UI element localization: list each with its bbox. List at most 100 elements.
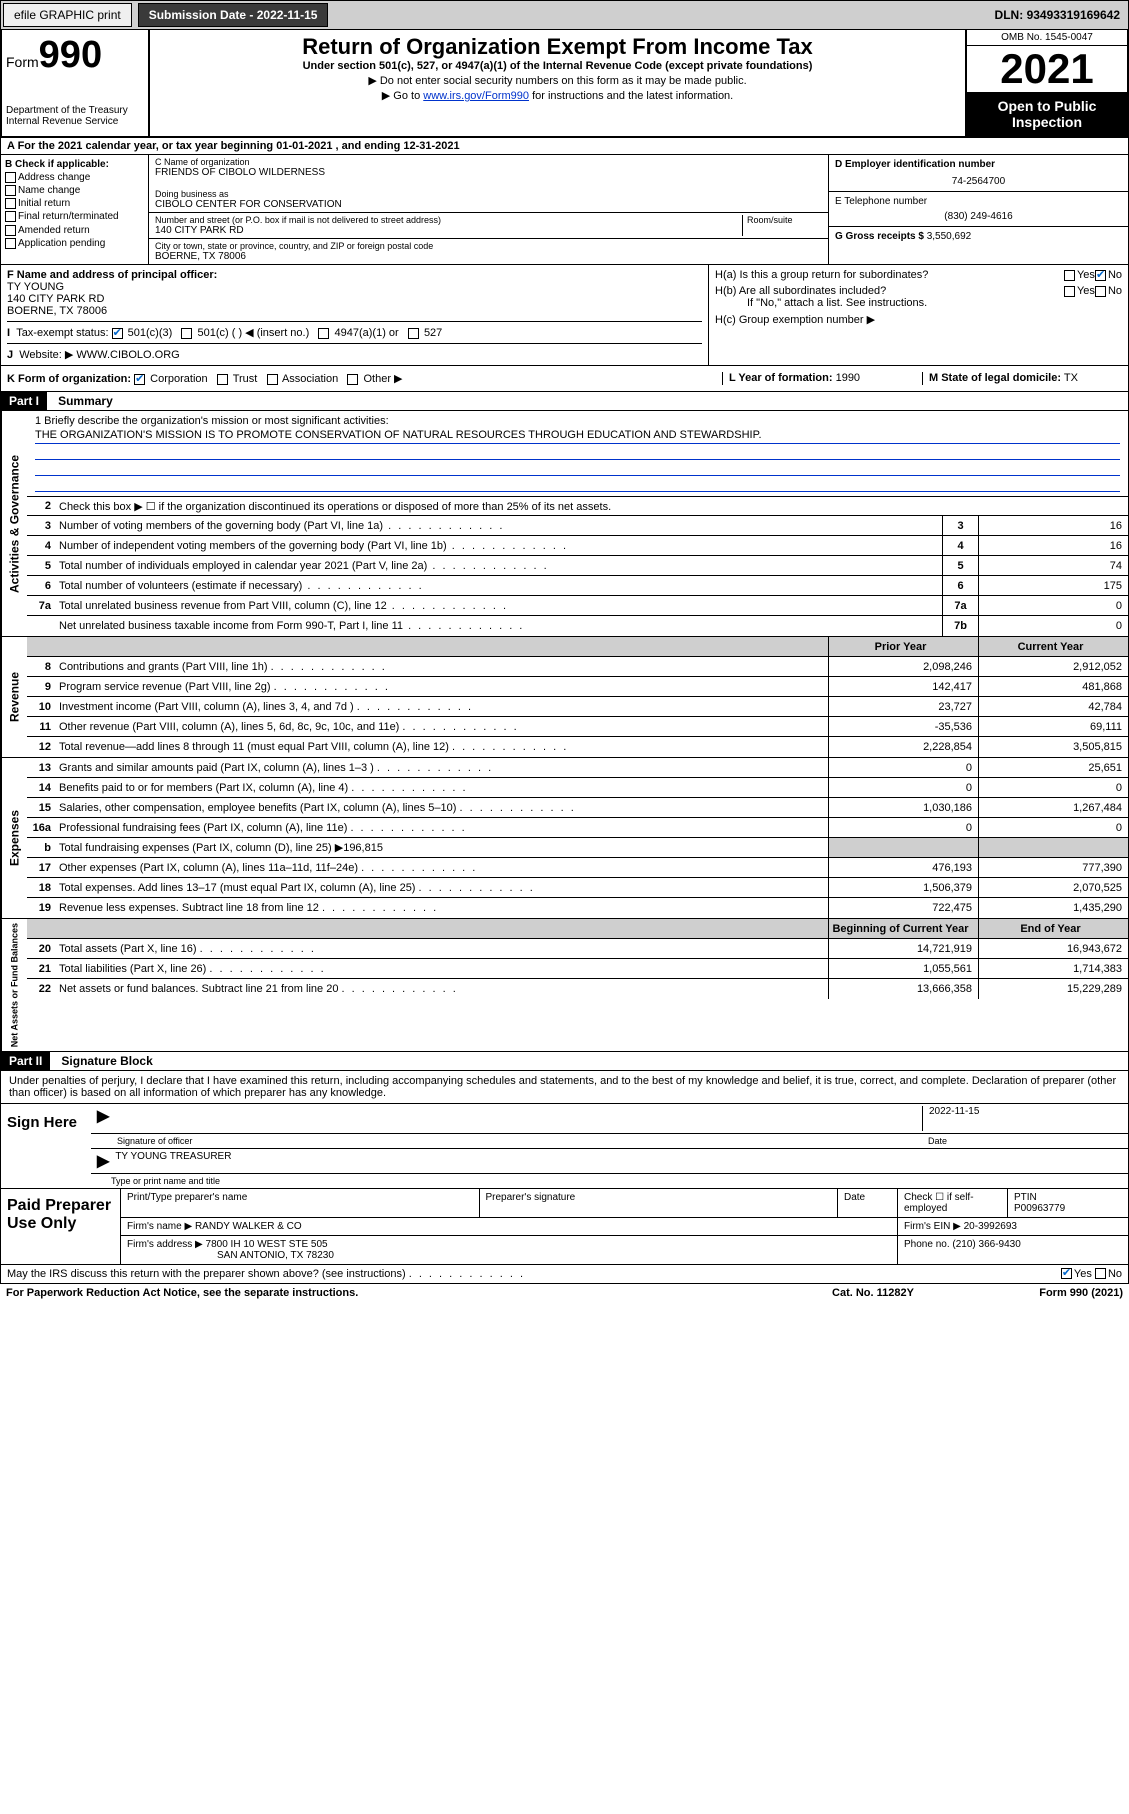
sig-name: TY YOUNG TREASURER [115, 1151, 231, 1171]
phone-label: E Telephone number [835, 196, 1122, 207]
paid-table: Print/Type preparer's name Preparer's si… [121, 1189, 1128, 1264]
q2: Check this box ▶ ☐ if the organization d… [55, 498, 1128, 515]
form-subtitle: Under section 501(c), 527, or 4947(a)(1)… [156, 60, 959, 72]
table-row: 6Total number of volunteers (estimate if… [27, 576, 1128, 596]
f-addr2: BOERNE, TX 78006 [7, 305, 702, 317]
chk-other[interactable] [347, 374, 358, 385]
irs-label: Internal Revenue Service [6, 116, 144, 127]
city-label: City or town, state or province, country… [155, 241, 822, 251]
ha-no[interactable] [1095, 270, 1106, 281]
col-d: D Employer identification number 74-2564… [828, 155, 1128, 264]
table-row: 15Salaries, other compensation, employee… [27, 798, 1128, 818]
table-row: 18Total expenses. Add lines 13–17 (must … [27, 878, 1128, 898]
header-left: Form990 Department of the Treasury Inter… [2, 30, 150, 136]
prep-date-label: Date [838, 1189, 898, 1217]
firm-name-cell: Firm's name ▶ RANDY WALKER & CO [121, 1218, 898, 1235]
dln: DLN: 93493319169642 [995, 8, 1120, 22]
omb-number: OMB No. 1545-0047 [967, 30, 1127, 46]
col-current: Current Year [978, 637, 1128, 656]
firm-ein-cell: Firm's EIN ▶ 20-3992693 [898, 1218, 1128, 1235]
table-row: 17Other expenses (Part IX, column (A), l… [27, 858, 1128, 878]
firm-phone-cell: Phone no. (210) 366-9430 [898, 1236, 1128, 1264]
vlabel-governance: Activities & Governance [1, 411, 27, 636]
ha-yes[interactable] [1064, 270, 1075, 281]
table-row: Net unrelated business taxable income fr… [27, 616, 1128, 636]
period-row: A For the 2021 calendar year, or tax yea… [0, 138, 1129, 155]
submission-date-button[interactable]: Submission Date - 2022-11-15 [138, 3, 329, 27]
chk-527[interactable] [408, 328, 419, 339]
expense-table: 13Grants and similar amounts paid (Part … [27, 758, 1128, 918]
vlabel-netassets: Net Assets or Fund Balances [1, 919, 27, 1051]
paperwork: For Paperwork Reduction Act Notice, see … [6, 1287, 773, 1299]
l-val: 1990 [836, 372, 860, 384]
table-row: 19Revenue less expenses. Subtract line 1… [27, 898, 1128, 918]
org-name-cell: C Name of organization FRIENDS OF CIBOLO… [149, 155, 828, 213]
efile-button[interactable]: efile GRAPHIC print [3, 3, 132, 27]
table-row: 9Program service revenue (Part VIII, lin… [27, 677, 1128, 697]
sig-date-label: Date [922, 1136, 1122, 1146]
hb-yes[interactable] [1064, 286, 1075, 297]
fghij-right: H(a) Is this a group return for subordin… [708, 265, 1128, 365]
chk-corp[interactable] [134, 374, 145, 385]
chk-trust[interactable] [217, 374, 228, 385]
l-label: L Year of formation: [729, 372, 833, 384]
form-note1: ▶ Do not enter social security numbers o… [156, 74, 959, 87]
discuss-no[interactable] [1095, 1268, 1106, 1279]
dba-name: CIBOLO CENTER FOR CONSERVATION [155, 199, 822, 210]
chk-4947[interactable] [318, 328, 329, 339]
part2-header-row: Part II Signature Block [0, 1052, 1129, 1071]
mission-block: 1 Briefly describe the organization's mi… [27, 411, 1128, 496]
sign-here-label: Sign Here [1, 1104, 91, 1188]
sign-here-right: ▶ 2022-11-15 Signature of officer Date ▶… [91, 1104, 1128, 1188]
room-label: Room/suite [747, 215, 822, 225]
chk-final-return[interactable]: Final return/terminated [5, 211, 144, 222]
expense-section: Expenses 13Grants and similar amounts pa… [0, 758, 1129, 919]
chk-amended[interactable]: Amended return [5, 225, 144, 236]
table-row: 16aProfessional fundraising fees (Part I… [27, 818, 1128, 838]
col-end: End of Year [978, 919, 1128, 938]
form-title: Return of Organization Exempt From Incom… [156, 34, 959, 60]
chk-name-change[interactable]: Name change [5, 185, 144, 196]
chk-application[interactable]: Application pending [5, 238, 144, 249]
table-row: 4Number of independent voting members of… [27, 536, 1128, 556]
ein-cell: D Employer identification number 74-2564… [829, 155, 1128, 192]
revenue-table: Prior Year Current Year 8Contributions a… [27, 637, 1128, 757]
table-row: 14Benefits paid to or for members (Part … [27, 778, 1128, 798]
revenue-section: Revenue Prior Year Current Year 8Contrib… [0, 637, 1129, 758]
sig-name-label: Type or print name and title [91, 1174, 1128, 1188]
irs-link[interactable]: www.irs.gov/Form990 [423, 90, 529, 102]
chk-address-change[interactable]: Address change [5, 172, 144, 183]
sig-date: 2022-11-15 [922, 1106, 1122, 1131]
chk-assoc[interactable] [267, 374, 278, 385]
gross-receipts: 3,550,692 [927, 231, 972, 242]
arrow-icon: ▶ [97, 1106, 109, 1131]
dba-label: Doing business as [155, 189, 822, 199]
table-row: 7aTotal unrelated business revenue from … [27, 596, 1128, 616]
city: BOERNE, TX 78006 [155, 251, 822, 262]
chk-501c3[interactable] [112, 328, 123, 339]
declaration: Under penalties of perjury, I declare th… [0, 1071, 1129, 1104]
catno: Cat. No. 11282Y [773, 1287, 973, 1299]
chk-501c[interactable] [181, 328, 192, 339]
col-b-checkboxes: B Check if applicable: Address change Na… [1, 155, 149, 264]
chk-initial-return[interactable]: Initial return [5, 198, 144, 209]
table-row: 5Total number of individuals employed in… [27, 556, 1128, 576]
table-row: 20Total assets (Part X, line 16) 14,721,… [27, 939, 1128, 959]
discuss-yes[interactable] [1061, 1268, 1072, 1279]
ptin-cell: PTINP00963779 [1008, 1189, 1128, 1217]
website: WWW.CIBOLO.ORG [76, 349, 179, 361]
part1-hdr: Part I [1, 392, 47, 410]
hb-no[interactable] [1095, 286, 1106, 297]
sig-officer-label: Signature of officer [97, 1136, 922, 1146]
ein: 74-2564700 [835, 176, 1122, 187]
hb-note: If "No," attach a list. See instructions… [715, 297, 1122, 309]
netassets-header: Beginning of Current Year End of Year [27, 919, 1128, 939]
row-fghij: F Name and address of principal officer:… [0, 265, 1129, 366]
f-name: TY YOUNG [7, 281, 702, 293]
col-c-org-info: C Name of organization FRIENDS OF CIBOLO… [149, 155, 828, 264]
gross-label: G Gross receipts $ [835, 231, 924, 242]
row-k: K Form of organization: Corporation Trus… [0, 366, 1129, 392]
sign-here-block: Sign Here ▶ 2022-11-15 Signature of offi… [0, 1104, 1129, 1189]
city-cell: City or town, state or province, country… [149, 239, 828, 264]
dept-treasury: Department of the Treasury [6, 105, 144, 116]
